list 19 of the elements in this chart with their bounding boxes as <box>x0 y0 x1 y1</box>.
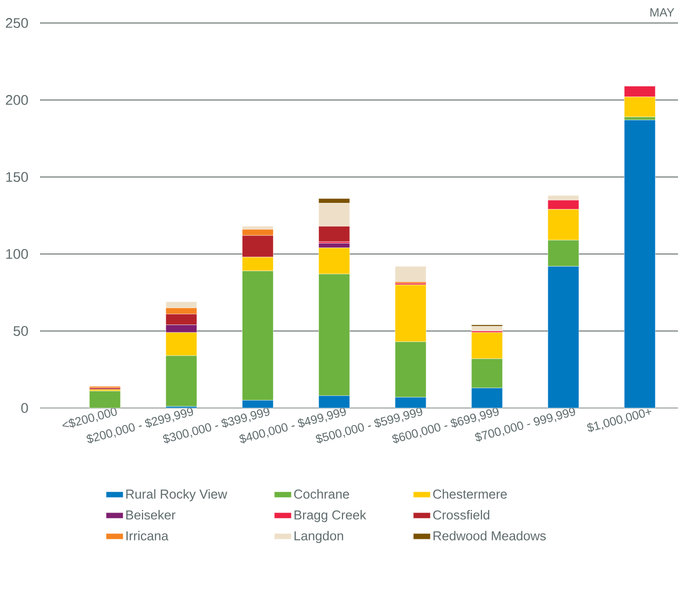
legend-label: Redwood Meadows <box>434 530 546 540</box>
legend-label: Irricana <box>126 530 168 540</box>
bar <box>624 120 656 408</box>
legend-label: Beiseker <box>126 510 176 520</box>
y-tick-label: 100 <box>6 249 28 259</box>
y-tick-label: 50 <box>14 326 28 336</box>
bar <box>89 390 121 408</box>
legend-label: Chestermere <box>433 489 507 499</box>
legend-label: Bragg Creek <box>294 510 366 522</box>
bar <box>394 266 426 282</box>
legend-label: Langdon <box>294 530 344 543</box>
y-tick-label: 200 <box>6 95 28 105</box>
legend-label: Cochrane <box>294 489 350 499</box>
legend-label: Rural Rocky View <box>126 489 228 502</box>
legend-label: Crossfield <box>433 510 490 520</box>
chart-title: MAY <box>650 8 674 16</box>
y-tick-label: 150 <box>6 172 28 182</box>
y-tick-label: 0 <box>21 403 28 413</box>
y-tick-label: 250 <box>6 18 28 28</box>
